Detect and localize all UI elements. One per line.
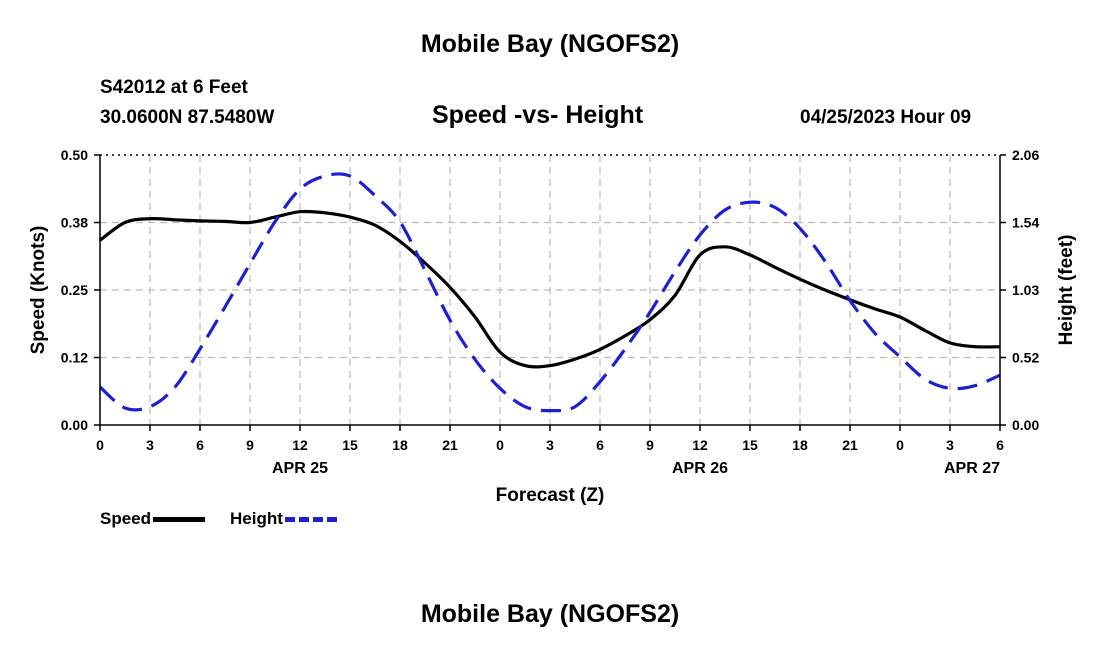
series-lines xyxy=(98,172,1001,413)
forecast-datetime: 04/25/2023 Hour 09 xyxy=(800,107,972,128)
date-label: APR 25 xyxy=(272,460,328,477)
x-tick-label: 6 xyxy=(996,437,1004,453)
x-tick-label: 0 xyxy=(496,437,504,453)
chart-subtitle: Speed -vs- Height xyxy=(432,101,644,129)
x-tick-label: 21 xyxy=(442,437,458,453)
x-tick-label: 3 xyxy=(146,437,154,453)
y2-tick-label: 1.54 xyxy=(1012,215,1039,231)
grid-lines xyxy=(100,155,1000,425)
y2-axis-title: Height (feet) xyxy=(1056,235,1077,346)
legend-label-speed: Speed xyxy=(100,509,152,528)
legend-item-height: Height xyxy=(230,509,337,529)
x-tick-label: 18 xyxy=(792,437,808,453)
y2-tick-label: 1.03 xyxy=(1012,282,1039,298)
legend-swatch-speed xyxy=(153,516,206,522)
x-tick-label: 15 xyxy=(742,437,758,453)
x-axis-title: Forecast (Z) xyxy=(496,485,605,506)
x-tick-label: 6 xyxy=(196,437,204,453)
x-tick-label: 18 xyxy=(392,437,408,453)
y-tick-label: 0.00 xyxy=(61,417,88,433)
x-tick-label: 9 xyxy=(246,437,254,453)
date-label: APR 26 xyxy=(672,460,728,477)
legend-label-height: Height xyxy=(230,509,283,528)
x-tick-label: 3 xyxy=(946,437,954,453)
y-tick-label: 0.12 xyxy=(61,350,88,366)
x-tick-label: 9 xyxy=(646,437,654,453)
legend-item-speed: Speed xyxy=(100,509,206,529)
axis-labels: 0 3 6 9 12 15 18 21 0 3 6 9 12 15 18 21 0 3 6 0.00 0.12 0.25 0… xyxy=(28,147,1077,506)
y-tick-label: 0.38 xyxy=(61,215,88,231)
legend-swatch-height xyxy=(284,516,337,522)
chart-title: Mobile Bay (NGOFS2) xyxy=(420,30,680,58)
x-tick-label: 3 xyxy=(546,437,554,453)
axes xyxy=(94,154,1006,431)
coordinates-label: 30.0600N 87.5480W xyxy=(100,107,275,128)
y-tick-label: 0.50 xyxy=(61,147,88,163)
y-tick-label: 0.25 xyxy=(61,282,88,298)
date-label: APR 27 xyxy=(944,460,1000,477)
y2-tick-label: 0.52 xyxy=(1012,350,1039,366)
x-tick-label: 12 xyxy=(692,437,708,453)
x-tick-label: 21 xyxy=(842,437,858,453)
y2-tick-label: 2.06 xyxy=(1012,147,1039,163)
footer-title: Mobile Bay (NGOFS2) xyxy=(420,600,680,628)
series-line-height xyxy=(98,172,1001,413)
y-axis-title: Speed (Knots) xyxy=(28,226,49,355)
station-label: S42012 at 6 Feet xyxy=(100,77,248,98)
x-tick-label: 6 xyxy=(596,437,604,453)
x-tick-label: 12 xyxy=(292,437,308,453)
y2-tick-label: 0.00 xyxy=(1012,417,1039,433)
x-tick-label: 0 xyxy=(896,437,904,453)
x-tick-label: 15 xyxy=(342,437,358,453)
x-tick-label: 0 xyxy=(96,437,104,453)
